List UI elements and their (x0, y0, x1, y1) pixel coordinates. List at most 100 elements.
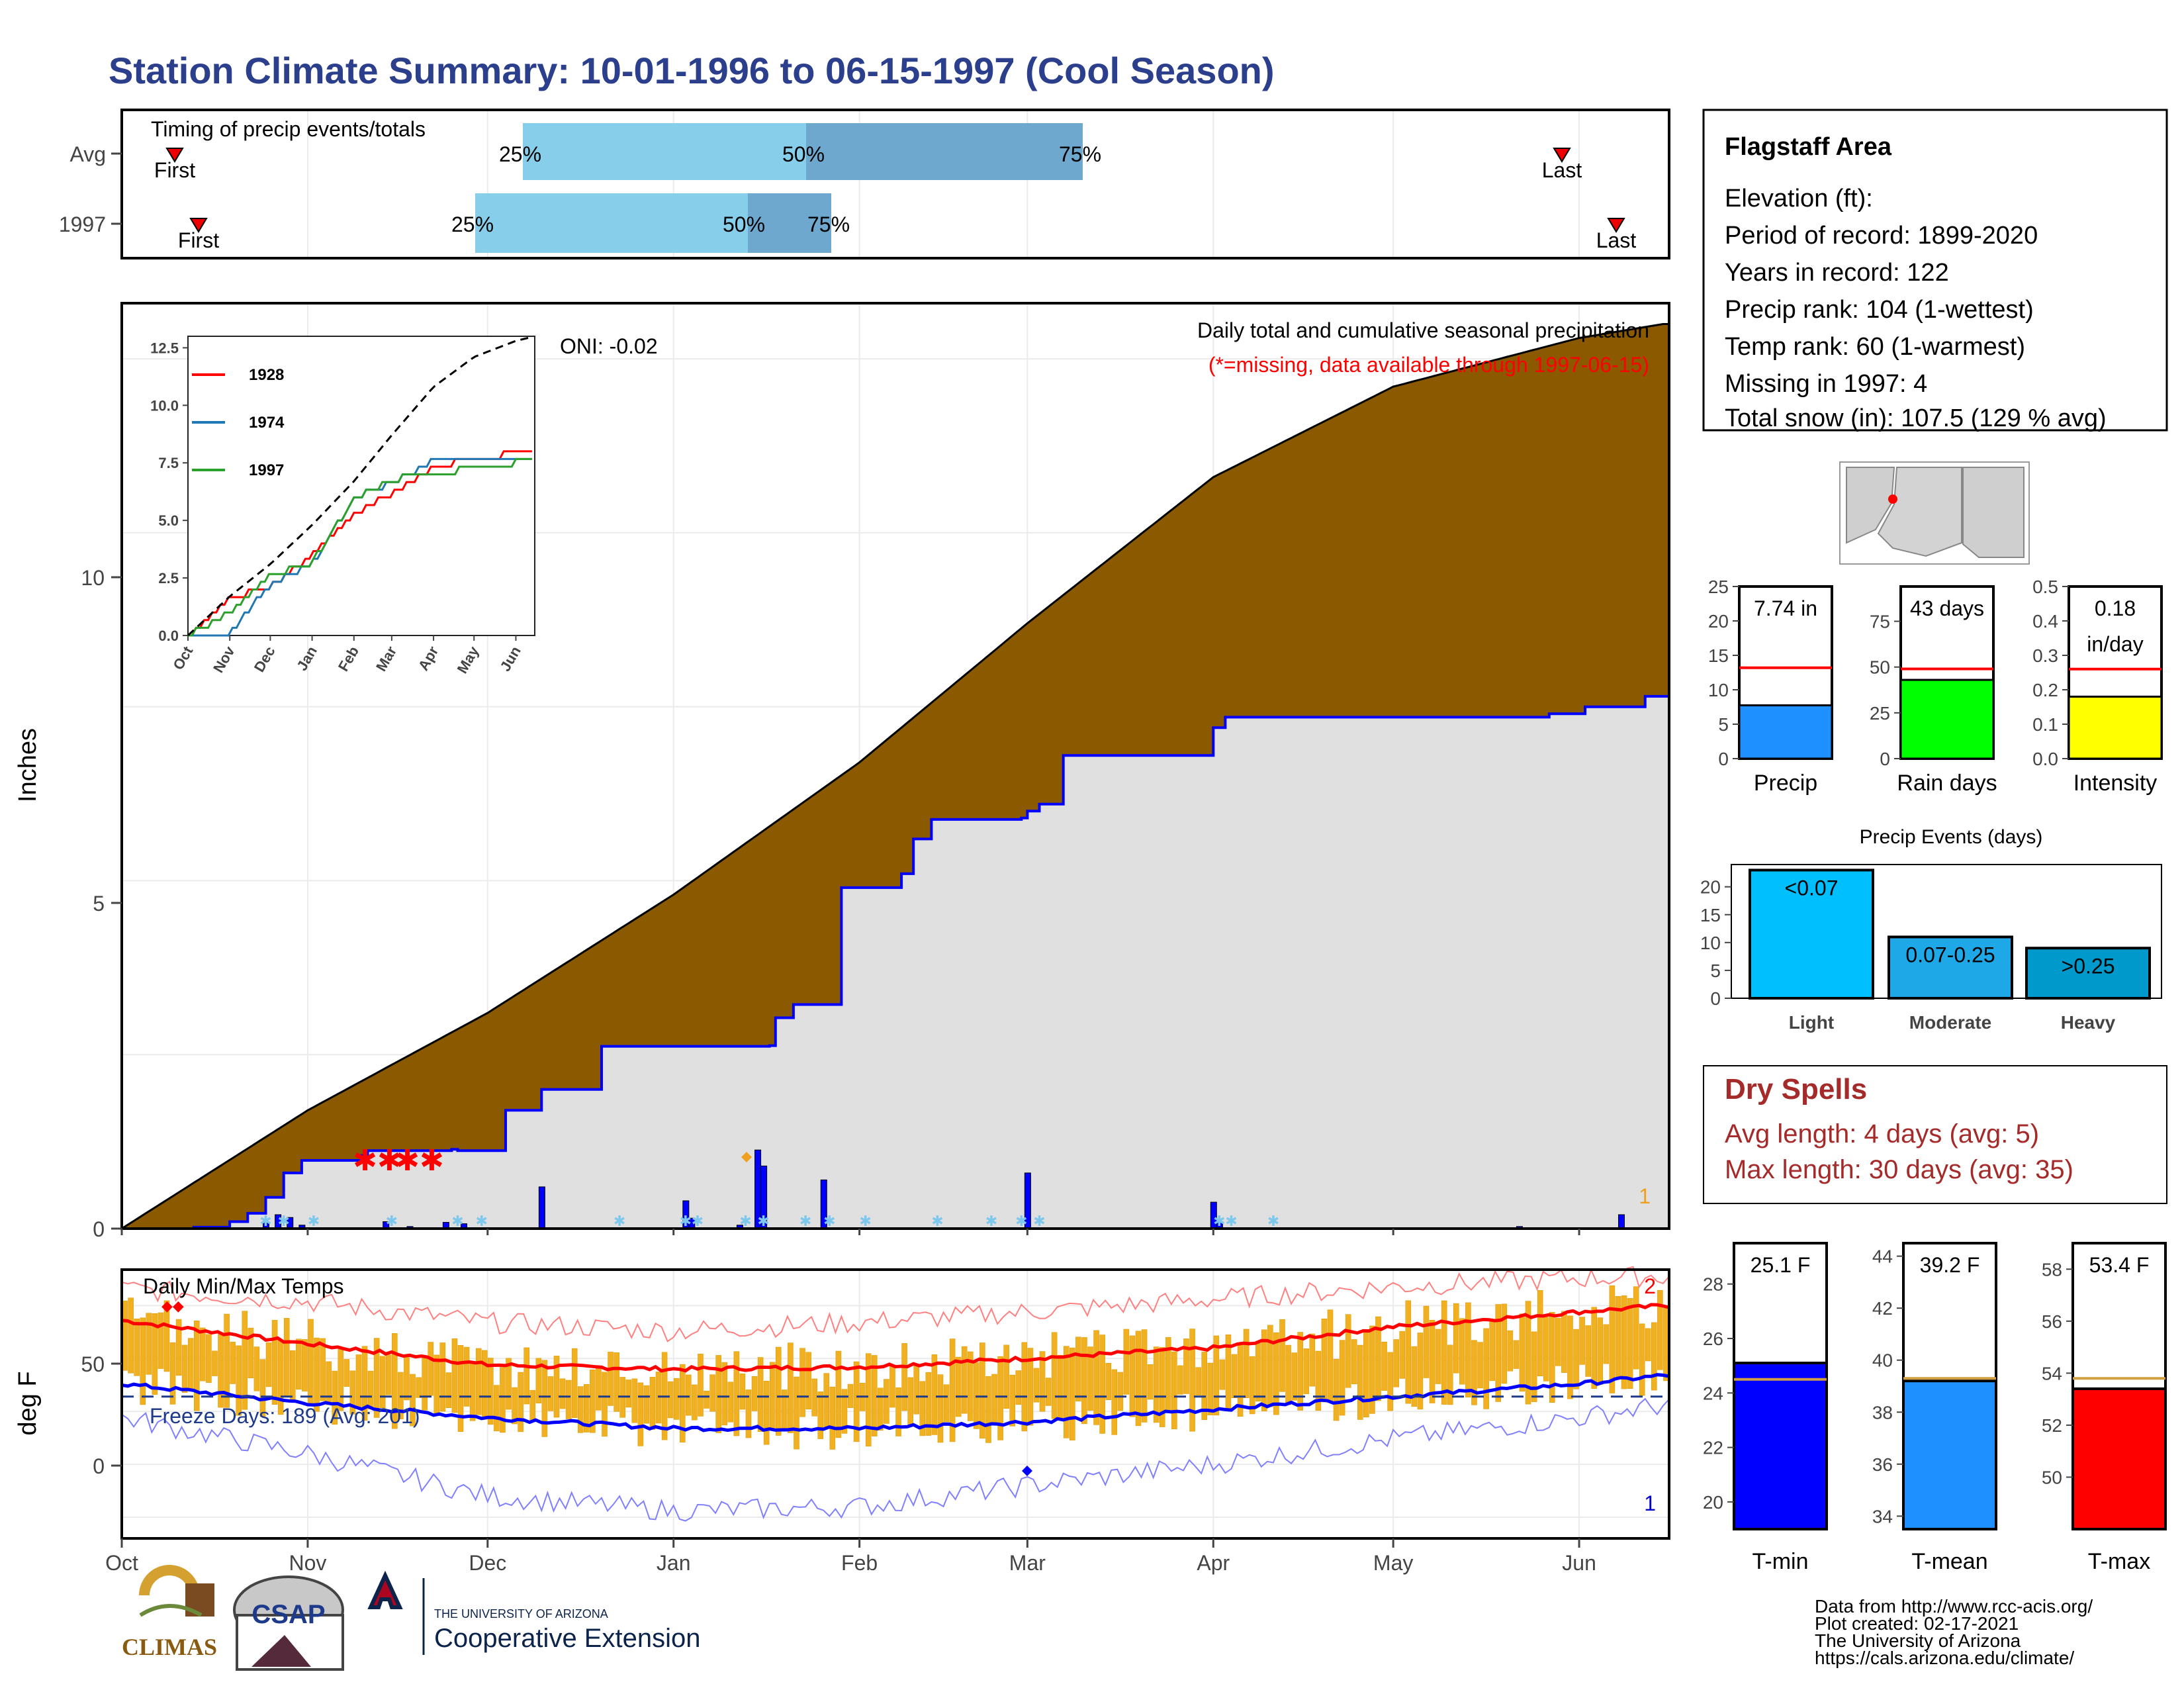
snow-marker: ✱ (259, 1213, 271, 1229)
daily-temp-bar (649, 1377, 656, 1430)
precip-ylabel: Inches (14, 728, 42, 802)
daily-temp-bar (991, 1374, 997, 1423)
record-max-marker: ◆◆ (161, 1297, 184, 1314)
mini-bar-tick: 5 (1718, 714, 1729, 735)
mini-bar-value: 43 days (1910, 596, 1984, 620)
daily-temp-bar (925, 1372, 932, 1436)
events-category: Moderate (1909, 1012, 1991, 1033)
temp-bar-tick: 24 (1703, 1383, 1723, 1403)
daily-temp-bar (823, 1373, 830, 1429)
inset-ytick: 5.0 (158, 512, 179, 529)
dry-spells-max: Max length: 30 days (avg: 35) (1725, 1155, 2073, 1184)
daily-temp-bar (614, 1352, 619, 1412)
mini-bar-label: Rain days (1897, 771, 1997, 796)
avg-last-marker (1553, 148, 1571, 163)
daily-temp-bar (704, 1390, 709, 1409)
precip-panel: ✱ ✱ ✱ ✱ ✱ ✱ ✱ ✱ ✱ ✱ ✱ ✱ ✱ ✱ ✱ ✱ ✱ ✱ ✱ ✱ ✱ ✱✱ ✱✱ 1 Daily tota… (14, 302, 1670, 1241)
daily-temp-bar (152, 1313, 158, 1395)
daily-temp-bar (242, 1311, 248, 1410)
events-bar-label: 0.07-0.25 (1905, 943, 1995, 966)
precip-ytick: 0 (93, 1217, 105, 1241)
daily-temp-bar (847, 1383, 854, 1408)
daily-temp-bar (805, 1352, 811, 1409)
info-line: Total snow (in): 107.5 (129 % avg) (1725, 404, 2107, 432)
daily-temp-bar (236, 1345, 242, 1416)
daily-temp-bar (385, 1354, 392, 1395)
daily-temp-bar (788, 1342, 794, 1433)
inset-line-average (187, 336, 533, 637)
daily-temp-bar (253, 1346, 260, 1391)
daily-temp-bar (751, 1376, 758, 1411)
daily-temp-bar (1105, 1362, 1111, 1400)
daily-temp-bar (985, 1376, 991, 1443)
daily-temp-bar (931, 1354, 938, 1435)
info-line: Elevation (ft): (1725, 185, 1873, 212)
daily-temp-bar (230, 1342, 236, 1384)
station-location-dot (1888, 494, 1897, 504)
cumulative-1997-area (122, 690, 1669, 1229)
snow-marker: ✱ (386, 1213, 398, 1229)
daily-temp-bar (1027, 1348, 1034, 1426)
avg-p50-label: 50% (782, 142, 825, 166)
daily-temp-bar (506, 1358, 512, 1410)
daily-temp-bar (535, 1358, 542, 1403)
daily-temp-bar (1093, 1330, 1099, 1425)
daily-temp-bar (428, 1342, 433, 1396)
daily-temp-bar (625, 1380, 632, 1408)
inset-ytick: 2.5 (158, 570, 179, 586)
daily-temp-bar (1399, 1331, 1406, 1379)
page-title: Station Climate Summary: 10-01-1996 to 0… (109, 50, 1275, 91)
timing-row-1997: 1997 (59, 212, 106, 236)
daily-temp-bar (1321, 1319, 1328, 1403)
daily-temp-bar (529, 1389, 536, 1423)
daily-temp-bar (835, 1350, 842, 1438)
record-min-marker (1022, 1466, 1032, 1476)
info-line: Temp rank: 60 (1-warmest) (1725, 333, 2025, 361)
daily-temp-bar (1573, 1329, 1579, 1389)
daily-temp-bar (373, 1338, 380, 1418)
daily-temp-bar (1087, 1346, 1093, 1411)
daily-temp-bar (1369, 1325, 1375, 1414)
mini-bar-tick: 0.3 (2032, 645, 2058, 666)
temp-bar-tick: 40 (1872, 1350, 1893, 1371)
daily-temp-bar (1117, 1372, 1124, 1411)
daily-temp-bar (1051, 1332, 1058, 1419)
daily-temp-bar (895, 1387, 901, 1436)
daily-temp-bar (709, 1374, 715, 1412)
month-tick-label: Dec (469, 1551, 506, 1575)
daily-temp-bar (949, 1338, 956, 1442)
daily-temp-bar (1657, 1289, 1663, 1370)
daily-temp-bar (289, 1350, 296, 1400)
mini-bar-tick: 50 (1870, 657, 1890, 678)
daily-temp-bar (602, 1372, 608, 1437)
daily-temp-bar (1153, 1346, 1160, 1423)
daily-temp-bar (1441, 1300, 1447, 1405)
timing-label: Timing of precip events/totals (151, 117, 426, 141)
daily-temp-bar (559, 1378, 566, 1409)
station-info-box: Flagstaff Area Elevation (ft): Period of… (1702, 109, 2168, 432)
daily-temp-bar (1417, 1333, 1424, 1410)
info-line: Missing in 1997: 4 (1725, 370, 1927, 398)
snow-marker: ✱ (985, 1213, 997, 1229)
daily-temp-bar (1099, 1335, 1105, 1434)
daily-temp-bar (1243, 1329, 1250, 1399)
daily-temp-bar (343, 1359, 350, 1387)
month-tick-label: Feb (841, 1551, 878, 1575)
dry-spells-avg: Avg length: 4 days (avg: 5) (1725, 1119, 2039, 1149)
inset-legend-label: 1928 (249, 366, 284, 384)
daily-temp-bar (967, 1351, 974, 1421)
mini-bar-tick: 75 (1870, 612, 1890, 632)
daily-temp-bar (584, 1384, 590, 1432)
avg-q1-bar (523, 123, 806, 180)
daily-temp-bar (1261, 1329, 1267, 1411)
daily-temp-bar (1501, 1303, 1508, 1384)
precip-corner-label: 1 (1639, 1184, 1651, 1208)
daily-temp-bar (1549, 1312, 1555, 1403)
daily-temp-bar (349, 1370, 356, 1415)
daily-temp-bar (475, 1348, 482, 1415)
daily-temp-bar (1141, 1329, 1148, 1423)
snow-marker: ✱ (692, 1213, 704, 1229)
temp-panel: Daily Min/Max Temps Freeze Days: 189 (Av… (14, 1266, 1670, 1540)
events-bar-moderate (1888, 935, 2013, 1000)
y1997-first-marker (189, 218, 208, 233)
